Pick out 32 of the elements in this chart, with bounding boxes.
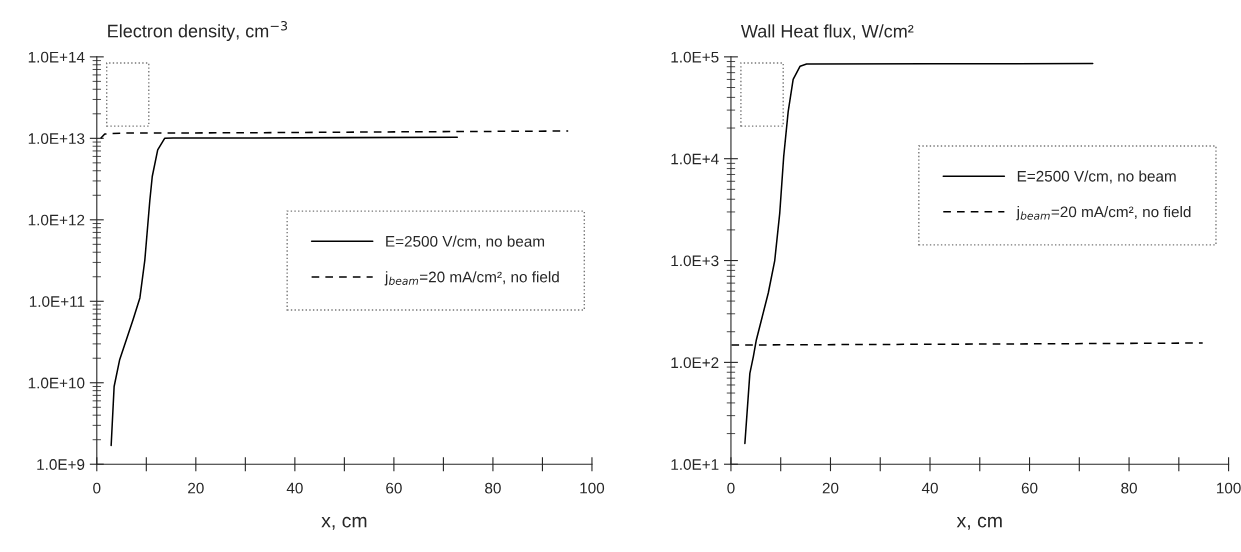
legend-label: E=2500 V/cm, no beam — [1017, 170, 1176, 184]
chart-title: Wall Heat flux, W/cm² — [740, 24, 914, 40]
x-tick-label: 20 — [188, 482, 204, 494]
legend-label: E=2500 V/cm, no beam — [386, 235, 545, 249]
legend-label: j$_{beam}$=20 mA/cm², no field — [384, 271, 559, 286]
y-tick-label: 1.0E+1 — [671, 459, 719, 470]
legend-label: j$_{beam}$=20 mA/cm², no field — [1016, 206, 1191, 221]
x-tick-label: 40 — [921, 482, 938, 494]
y-tick-label: 1.0E+2 — [671, 357, 719, 369]
y-tick-label: 1.0E+9 — [37, 459, 85, 470]
x-tick-label: 80 — [1121, 482, 1137, 494]
x-tick-label: 40 — [286, 482, 303, 494]
y-tick-label: 1.0E+5 — [671, 51, 719, 63]
x-axis-title: x, cm — [321, 516, 367, 530]
x-tick-label: 0 — [93, 482, 101, 494]
y-tick-label: 1.0E+13 — [28, 133, 85, 145]
y-tick-label: 1.0E+10 — [28, 377, 85, 389]
line-series — [99, 130, 569, 140]
x-axis-title: x, cm — [956, 516, 1002, 530]
x-tick-label: 100 — [1217, 482, 1241, 494]
y-tick-label: 1.0E+4 — [671, 153, 719, 165]
x-tick-label: 80 — [485, 482, 501, 494]
x-tick-label: 0 — [727, 482, 735, 494]
y-tick-label: 1.0E+14 — [28, 51, 85, 63]
y-tick-label: 1.0E+12 — [28, 214, 85, 226]
y-tick-label: 1.0E+11 — [29, 296, 85, 307]
x-tick-label: 100 — [580, 482, 605, 494]
y-tick-label: 1.0E+3 — [671, 255, 719, 267]
x-tick-label: 60 — [386, 482, 402, 494]
x-tick-label: 20 — [822, 482, 839, 494]
x-tick-label: 60 — [1021, 482, 1038, 494]
chart-title: Electron density, cm$^{−3}$ — [108, 20, 288, 42]
